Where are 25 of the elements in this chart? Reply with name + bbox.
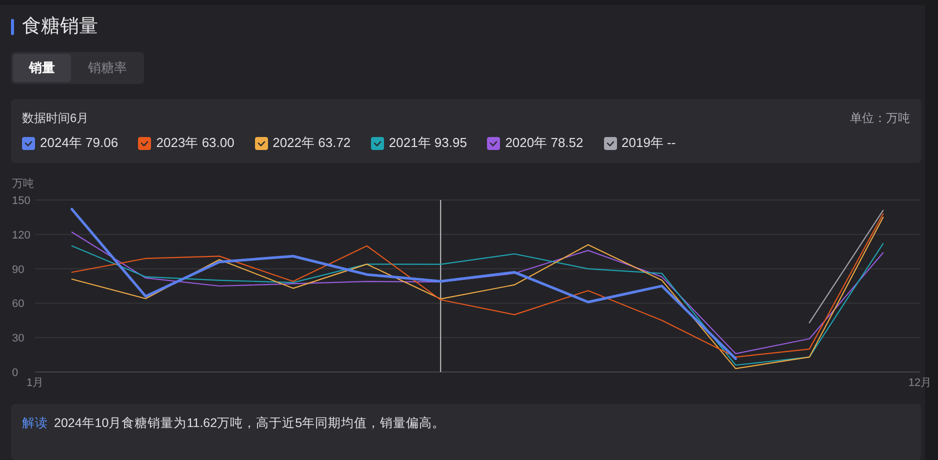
line-series [70, 208, 737, 360]
y-tick-label: 120 [12, 229, 30, 242]
y-tick-label: 90 [12, 264, 24, 276]
legend-label: 2021年 93.95 [388, 134, 467, 152]
y-tick-label: 150 [12, 195, 30, 207]
text: 销糖率 [87, 59, 128, 77]
line-series [71, 243, 884, 366]
legend-label: 2023年 63.00 [156, 134, 234, 152]
y-tick-label: 0 [12, 367, 18, 379]
legend-label: 2022年 63.72 [272, 134, 351, 152]
legend-title: 数据时间6月 [22, 110, 89, 126]
y-axis-title: 万吨 [12, 177, 34, 190]
legend-label: 2019年 -- [622, 134, 676, 152]
text: 单位：万吨 [849, 110, 910, 126]
x-tick-label: 12月 [908, 377, 932, 389]
x-tick-label: 1月 [26, 377, 44, 389]
line-series [71, 232, 884, 354]
text: 2024年10月食糖销量为11.62万吨，高于近5年同期均值，销量偏高。 [54, 416, 446, 430]
text: 销量 [13, 54, 71, 82]
legend-label: 2020年 78.52 [505, 134, 584, 152]
legend-label: 2024年 79.06 [40, 134, 118, 152]
chart-title: 食糖销量 [22, 15, 98, 39]
text: 解读 [22, 416, 48, 430]
y-tick-label: 30 [12, 332, 24, 345]
y-tick-label: 60 [12, 298, 24, 310]
